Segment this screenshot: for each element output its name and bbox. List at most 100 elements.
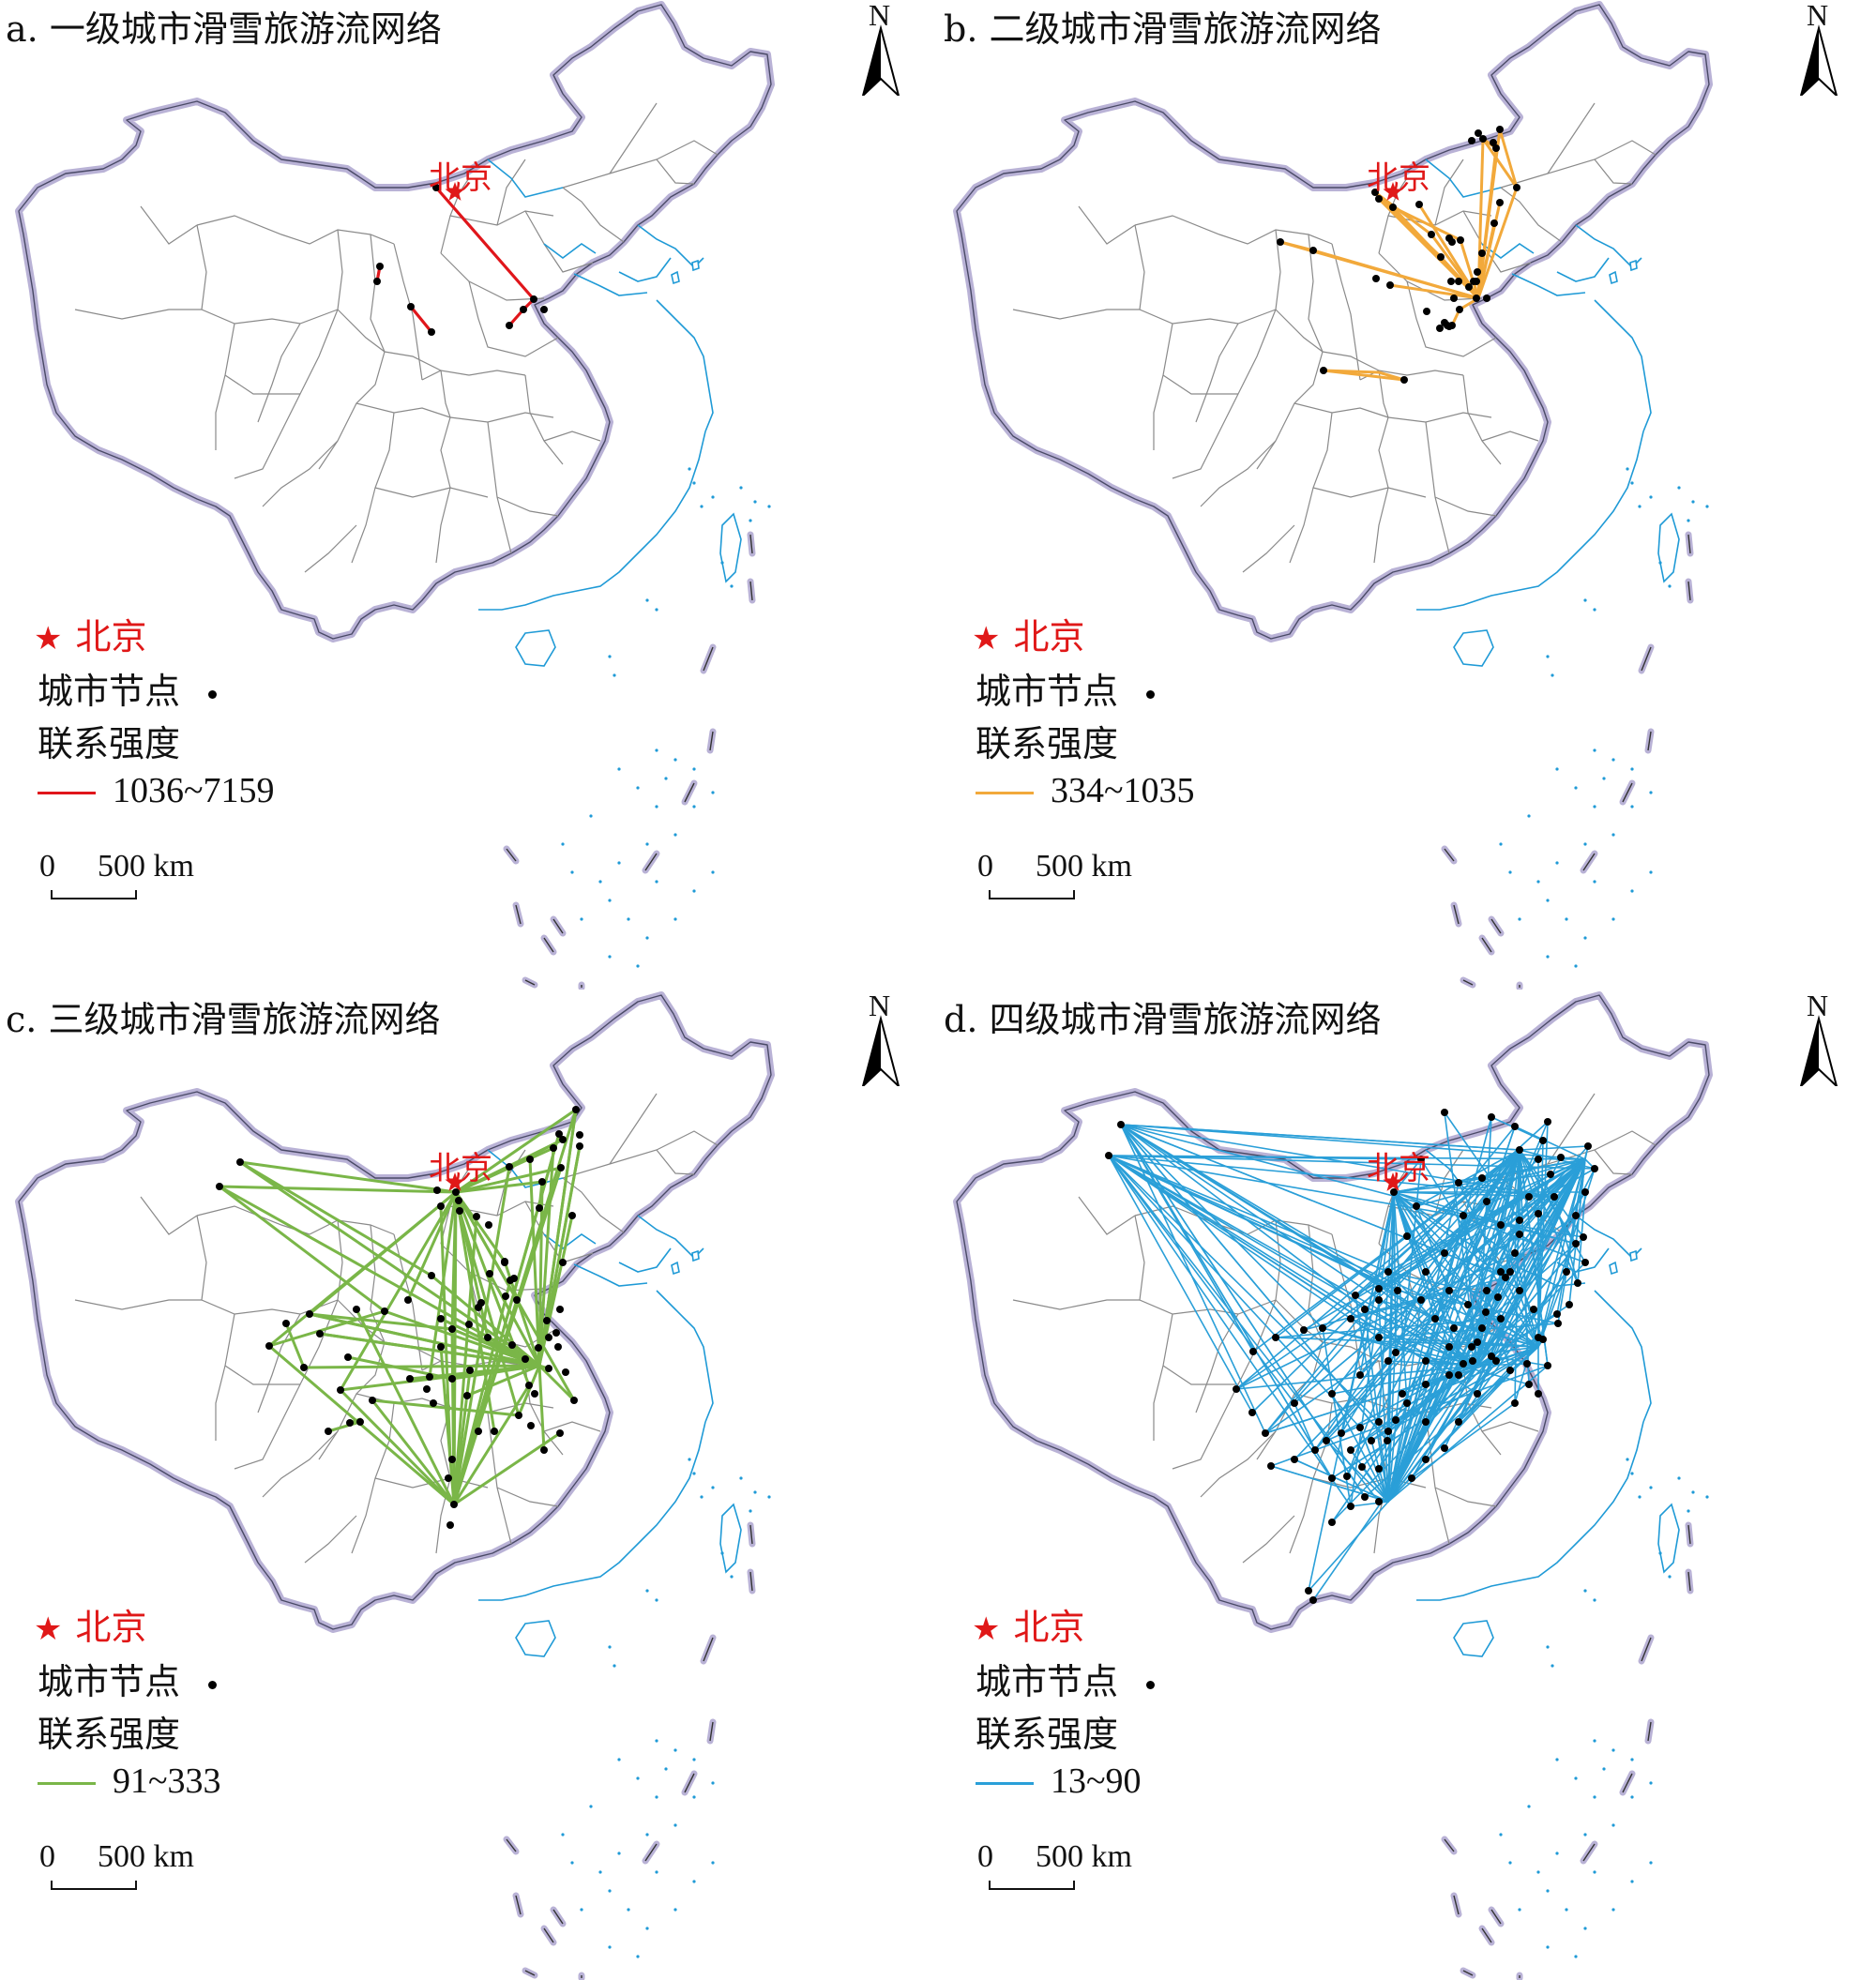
city-node — [535, 1344, 542, 1352]
flow-line — [1378, 1337, 1539, 1348]
city-node — [1580, 1233, 1587, 1241]
city-node — [1347, 1503, 1354, 1510]
city-node — [1574, 1279, 1581, 1287]
flow-line — [346, 1355, 454, 1381]
city-node — [1572, 1212, 1580, 1219]
city-node — [437, 1343, 445, 1351]
city-node — [557, 1164, 565, 1171]
city-node — [1423, 308, 1430, 315]
legend-node-label: 城市节点 — [38, 1661, 181, 1702]
city-node — [1483, 295, 1490, 302]
city-node — [1511, 1399, 1519, 1407]
city-node — [1474, 268, 1481, 276]
city-node — [1523, 1360, 1531, 1368]
city-node — [1506, 1268, 1514, 1276]
city-node — [1422, 1357, 1430, 1365]
city-node — [1384, 1437, 1391, 1444]
panel-title: c. 三级城市滑雪旅游流网络 — [6, 999, 441, 1040]
city-node — [373, 278, 381, 285]
city-node — [430, 1399, 437, 1407]
city-node — [1445, 1287, 1453, 1294]
city-node — [1530, 1306, 1537, 1313]
flow-line — [1251, 1149, 1520, 1413]
beijing-label: 北京 — [429, 1150, 492, 1187]
flow-line — [1108, 1155, 1380, 1338]
flow-line — [371, 1398, 456, 1506]
flow-line — [284, 1322, 306, 1369]
flow-line — [488, 1272, 541, 1368]
city-node — [1267, 1462, 1275, 1470]
city-node — [1105, 1152, 1112, 1159]
network-map-panel-c: 北京 c. 三级城市滑雪旅游流网络 N ★ 北京 城市节点 联系强度 91~333 0 500 k… — [0, 989, 938, 1980]
city-nodes — [1277, 126, 1520, 384]
city-node — [1408, 1474, 1415, 1482]
legend-node: 城市节点 — [976, 662, 1156, 714]
beijing-label: 北京 — [1367, 159, 1430, 197]
flow-line — [1476, 1337, 1539, 1367]
city-node — [1428, 231, 1435, 238]
city-node — [1417, 1156, 1425, 1163]
south-china-sea-boundary — [503, 531, 756, 990]
city-node — [1233, 1385, 1240, 1393]
beijing-label: 北京 — [1367, 1150, 1430, 1187]
city-node — [1309, 247, 1317, 254]
city-node — [1277, 238, 1284, 246]
flow-line — [371, 1398, 521, 1417]
north-letter: N — [1807, 0, 1829, 32]
flow-line — [1311, 249, 1480, 300]
flow-line — [1387, 1290, 1399, 1503]
city-node — [1445, 1343, 1453, 1351]
city-node — [1415, 201, 1423, 208]
city-node — [1492, 1357, 1500, 1365]
scale-zero: 0 — [977, 849, 993, 884]
city-node — [1455, 1179, 1462, 1186]
city-node — [1469, 1357, 1476, 1365]
flow-line — [1393, 1191, 1499, 1298]
city-node — [1328, 1474, 1336, 1482]
flow-line — [465, 1364, 541, 1398]
flow-line — [1476, 186, 1519, 300]
city-node — [485, 1221, 492, 1229]
china-map: 北京 — [15, 1, 775, 990]
city-node — [448, 1325, 456, 1333]
flow-line — [1322, 369, 1381, 374]
city-node — [506, 1163, 513, 1171]
flow-line — [1108, 1155, 1380, 1503]
city-node — [1464, 1301, 1472, 1308]
flow-line — [1377, 370, 1406, 382]
dot-icon — [1146, 690, 1156, 699]
city-node — [1368, 1437, 1375, 1444]
scale-bar-line — [51, 890, 137, 899]
panel-title: d. 四级城市滑雪旅游流网络 — [944, 999, 1382, 1040]
flow-line — [1387, 1327, 1455, 1503]
flow-line — [267, 1190, 458, 1348]
beijing-star-icon — [1383, 1172, 1403, 1191]
flow-line — [1235, 1252, 1516, 1390]
province-boundaries — [74, 102, 719, 573]
flow-line — [1108, 1155, 1596, 1170]
city-node — [525, 1382, 533, 1389]
line-swatch-icon — [38, 792, 96, 794]
city-node — [1551, 1193, 1558, 1201]
legend-strength-range: 334~1035 — [976, 769, 1195, 811]
legend-strength-range: 1036~7159 — [38, 769, 275, 811]
city-node — [1347, 1446, 1354, 1454]
city-node — [381, 1307, 388, 1315]
flow-line — [308, 1312, 454, 1331]
city-node — [1474, 1390, 1481, 1398]
flow-line — [1393, 1191, 1450, 1348]
city-nodes — [373, 184, 548, 336]
city-node — [1372, 275, 1380, 282]
flow-line — [406, 1190, 458, 1302]
north-letter: N — [1807, 989, 1829, 1022]
city-node — [1581, 1188, 1589, 1196]
city-node — [1375, 1334, 1383, 1341]
city-node — [1506, 1367, 1514, 1374]
flow-line — [537, 1180, 544, 1368]
city-node — [1516, 1146, 1523, 1154]
strength-range-label: 91~333 — [113, 1761, 221, 1801]
flow-line — [1373, 190, 1443, 259]
city-node — [1475, 129, 1482, 137]
city-node — [426, 1373, 433, 1381]
flow-line — [537, 1364, 576, 1402]
